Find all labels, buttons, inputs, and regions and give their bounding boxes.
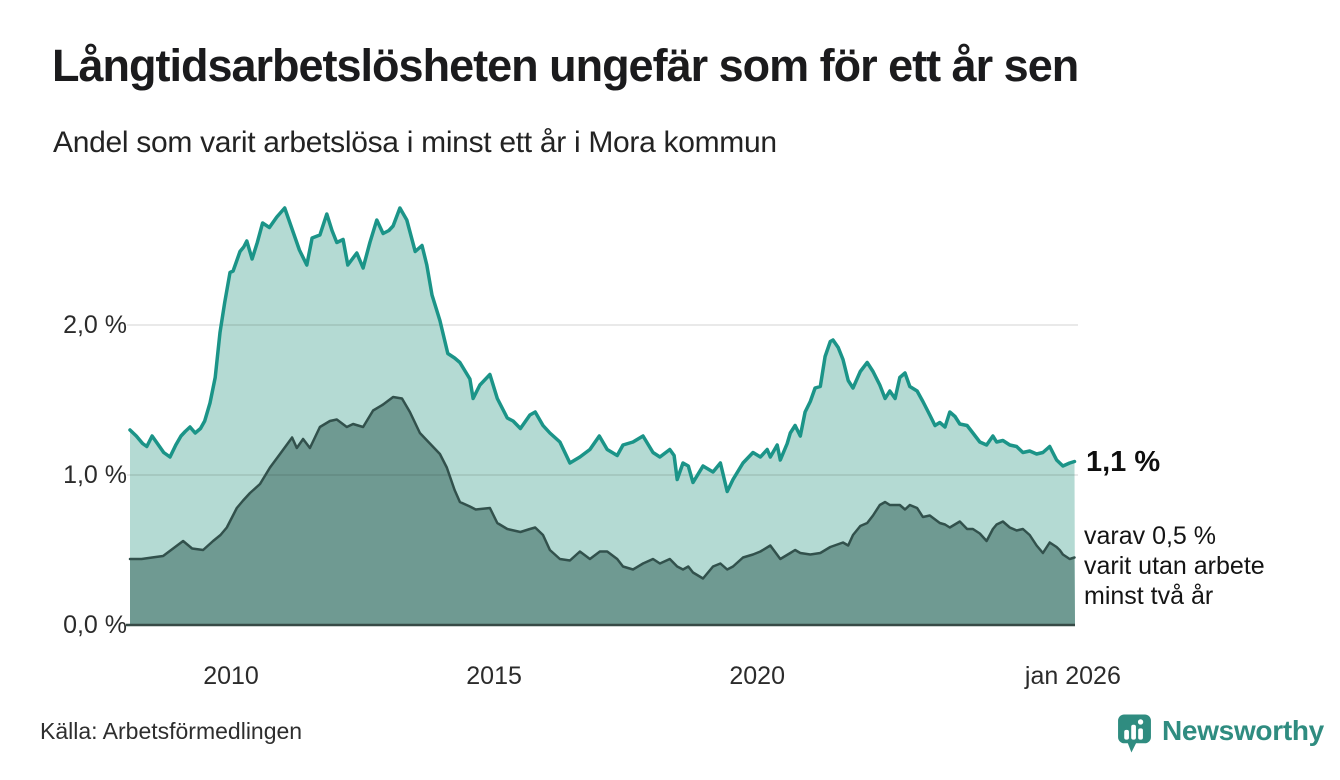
y-tick-label: 0,0 % <box>63 611 127 639</box>
brand-name: Newsworthy <box>1162 715 1324 746</box>
page-title: Långtidsarbetslösheten ungefär som för e… <box>52 40 1079 91</box>
gridlines <box>127 324 1078 476</box>
series-total-line <box>128 206 1077 494</box>
source-note: Källa: Arbetsförmedlingen <box>40 718 303 744</box>
x-tick-label: 2010 <box>203 662 259 690</box>
end-value-annotation: 1,1 % <box>1086 446 1161 478</box>
x-tick-label: jan 2026 <box>1024 662 1121 690</box>
y-tick-label: 2,0 % <box>63 311 127 339</box>
series-two-year-line <box>128 395 1076 580</box>
newsworthy-icon <box>1118 714 1151 753</box>
page-subtitle: Andel som varit arbetslösa i minst ett å… <box>53 126 777 159</box>
end-sub-annotation: varav 0,5 % varit utan arbete minst två … <box>1084 522 1265 610</box>
brand-logo: Newsworthy <box>1116 710 1324 758</box>
series-two-year-area <box>130 397 1075 625</box>
y-tick-label: 1,0 % <box>63 461 127 489</box>
x-tick-label: 2015 <box>466 662 522 690</box>
x-tick-label: 2020 <box>729 662 785 690</box>
